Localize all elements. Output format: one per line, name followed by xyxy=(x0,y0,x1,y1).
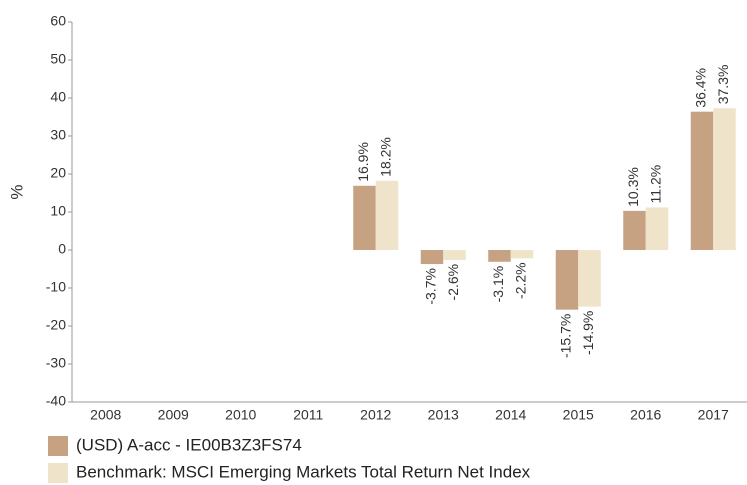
bar xyxy=(713,108,736,250)
bar xyxy=(420,250,444,265)
x-tick-label: 2008 xyxy=(90,407,121,423)
bar xyxy=(555,250,579,310)
value-label: 37.3% xyxy=(715,65,731,105)
x-tick-label: 2009 xyxy=(158,407,189,423)
y-axis-label: % xyxy=(7,184,26,199)
value-label: -3.1% xyxy=(490,266,506,303)
y-tick-label: -10 xyxy=(46,279,66,295)
y-tick-label: -20 xyxy=(46,317,66,333)
y-tick-label: -40 xyxy=(46,393,66,409)
bar xyxy=(375,180,399,250)
x-tick-label: 2013 xyxy=(428,407,459,423)
bar xyxy=(510,250,534,259)
x-tick-label: 2012 xyxy=(360,407,391,423)
y-tick-label: 0 xyxy=(58,241,66,257)
value-label: 10.3% xyxy=(625,167,641,207)
value-label: -14.9% xyxy=(580,311,596,355)
x-tick-label: 2011 xyxy=(293,407,323,423)
x-tick-label: 2014 xyxy=(495,407,526,423)
bar xyxy=(443,250,466,260)
bar xyxy=(353,185,376,250)
bar xyxy=(488,250,511,262)
bar xyxy=(645,207,669,250)
value-label: 18.2% xyxy=(378,137,394,177)
value-label: -2.6% xyxy=(445,264,461,301)
value-label: 16.9% xyxy=(355,142,371,182)
y-tick-label: 60 xyxy=(50,13,66,29)
value-label: 36.4% xyxy=(693,68,709,108)
legend-label: (USD) A-acc - IE00B3Z3FS74 xyxy=(76,435,302,454)
y-tick-label: -30 xyxy=(46,355,66,371)
bar xyxy=(623,210,646,250)
y-tick-label: 20 xyxy=(50,165,66,181)
value-label: -3.7% xyxy=(423,268,439,305)
y-tick-label: 30 xyxy=(50,127,66,143)
bar xyxy=(578,250,601,307)
y-tick-label: 40 xyxy=(50,89,66,105)
x-tick-label: 2017 xyxy=(698,407,729,423)
y-tick-label: 50 xyxy=(50,51,66,67)
x-tick-label: 2015 xyxy=(563,407,594,423)
y-tick-label: 10 xyxy=(50,203,66,219)
bar xyxy=(690,111,714,251)
value-label: -2.2% xyxy=(513,262,529,299)
x-tick-label: 2016 xyxy=(630,407,661,423)
value-label: 11.2% xyxy=(648,165,664,204)
legend-swatch xyxy=(48,463,68,483)
legend-label: Benchmark: MSCI Emerging Markets Total R… xyxy=(76,462,531,481)
x-tick-label: 2010 xyxy=(225,407,256,423)
legend-swatch xyxy=(48,436,68,456)
value-label: -15.7% xyxy=(558,314,574,358)
